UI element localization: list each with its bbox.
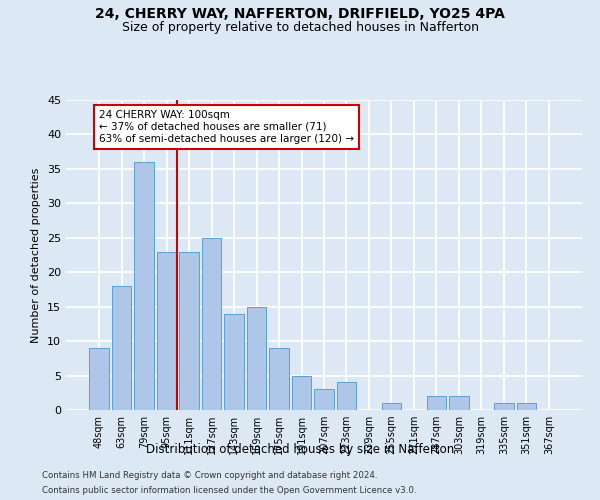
Bar — [247, 306, 266, 410]
Bar — [494, 403, 514, 410]
Text: Contains public sector information licensed under the Open Government Licence v3: Contains public sector information licen… — [42, 486, 416, 495]
Bar — [382, 403, 401, 410]
Bar — [427, 396, 446, 410]
Text: 24 CHERRY WAY: 100sqm
← 37% of detached houses are smaller (71)
63% of semi-deta: 24 CHERRY WAY: 100sqm ← 37% of detached … — [99, 110, 354, 144]
Bar — [337, 382, 356, 410]
Bar — [224, 314, 244, 410]
Text: Distribution of detached houses by size in Nafferton: Distribution of detached houses by size … — [146, 442, 454, 456]
Bar — [89, 348, 109, 410]
Bar — [202, 238, 221, 410]
Bar — [449, 396, 469, 410]
Text: Size of property relative to detached houses in Nafferton: Size of property relative to detached ho… — [121, 21, 479, 34]
Bar — [269, 348, 289, 410]
Bar — [179, 252, 199, 410]
Bar — [517, 403, 536, 410]
Bar — [157, 252, 176, 410]
Bar — [112, 286, 131, 410]
Bar — [134, 162, 154, 410]
Bar — [314, 390, 334, 410]
Text: 24, CHERRY WAY, NAFFERTON, DRIFFIELD, YO25 4PA: 24, CHERRY WAY, NAFFERTON, DRIFFIELD, YO… — [95, 8, 505, 22]
Bar — [292, 376, 311, 410]
Text: Contains HM Land Registry data © Crown copyright and database right 2024.: Contains HM Land Registry data © Crown c… — [42, 471, 377, 480]
Y-axis label: Number of detached properties: Number of detached properties — [31, 168, 41, 342]
